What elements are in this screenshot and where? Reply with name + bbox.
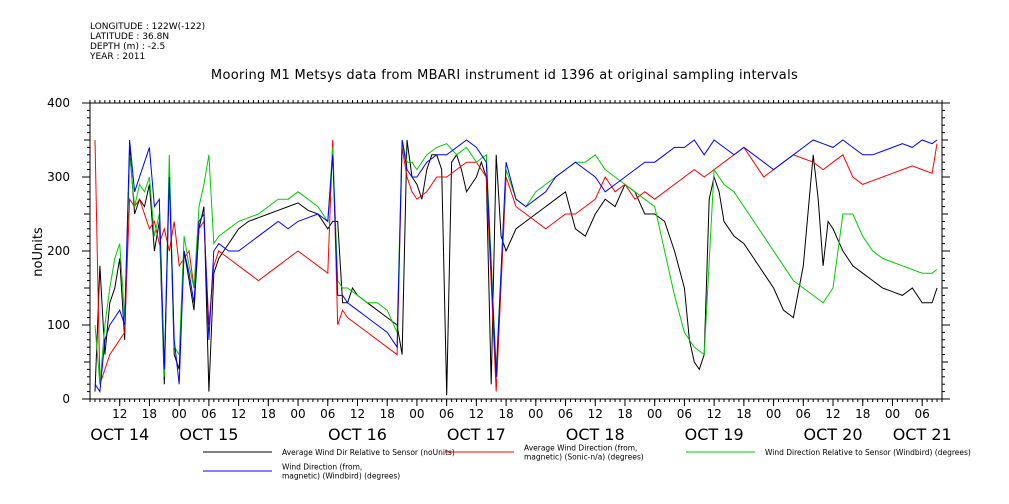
x-day-label: OCT 15 xyxy=(179,425,238,444)
x-day-label: OCT 16 xyxy=(328,425,387,444)
legend-label-3: magnetic) (Windbird) (degrees) xyxy=(282,472,400,481)
x-tick-label: 12 xyxy=(706,407,721,421)
y-tick-label: 200 xyxy=(47,244,70,258)
legend-label-2: Wind Direction Relative to Sensor (Windb… xyxy=(765,448,971,457)
y-tick-label: 400 xyxy=(47,96,70,110)
legend-label-3: Wind Direction (from, xyxy=(282,463,362,472)
longitude-text: LONGITUDE : 122W(-122) xyxy=(90,22,206,32)
x-tick-label: 12 xyxy=(825,407,840,421)
x-tick-label: 00 xyxy=(885,407,900,421)
x-tick-label: 12 xyxy=(231,407,246,421)
legend-label-1: Average Wind Direction (from, xyxy=(524,444,637,453)
y-tick-label: 300 xyxy=(47,170,70,184)
y-axis-label: noUnits xyxy=(31,227,46,277)
x-tick-label: 12 xyxy=(588,407,603,421)
series-line-2 xyxy=(94,139,938,385)
x-tick-label: 00 xyxy=(290,407,305,421)
legend-label-0: Average Wind Dir Relative to Sensor (noU… xyxy=(282,448,455,457)
x-day-label: OCT 21 xyxy=(893,425,952,444)
x-tick-label: 00 xyxy=(528,407,543,421)
x-tick-label: 12 xyxy=(350,407,365,421)
x-day-label: OCT 18 xyxy=(566,425,625,444)
x-tick-label: 12 xyxy=(469,407,484,421)
chart-title: Mooring M1 Metsys data from MBARI instru… xyxy=(210,68,799,83)
x-tick-label: 18 xyxy=(498,407,513,421)
x-tick-label: 06 xyxy=(558,407,573,421)
depth-text: DEPTH (m) : -2.5 xyxy=(90,42,166,52)
latitude-text: LATITUDE : 36.8N xyxy=(90,32,170,42)
x-tick-label: 00 xyxy=(409,407,424,421)
metadata-block: LONGITUDE : 122W(-122) LATITUDE : 36.8N … xyxy=(90,22,205,62)
x-tick-label: 18 xyxy=(855,407,870,421)
x-tick-label: 06 xyxy=(320,407,335,421)
legend-label-1: magnetic) (Sonic-n/a) (degrees) xyxy=(524,453,644,462)
x-day-label: OCT 17 xyxy=(447,425,506,444)
x-tick-label: 00 xyxy=(647,407,662,421)
x-tick-label: 00 xyxy=(766,407,781,421)
x-tick-label: 06 xyxy=(439,407,454,421)
x-day-label: OCT 20 xyxy=(804,425,863,444)
y-tick-label: 0 xyxy=(62,392,70,406)
x-tick-label: 12 xyxy=(112,407,127,421)
x-tick-label: 06 xyxy=(915,407,930,421)
x-tick-label: 06 xyxy=(677,407,692,421)
x-tick-label: 18 xyxy=(380,407,395,421)
year-text: YEAR : 2011 xyxy=(90,52,146,62)
x-tick-label: 18 xyxy=(736,407,751,421)
plot-frame xyxy=(89,102,943,400)
series-line-0 xyxy=(94,139,938,396)
x-tick-label: 18 xyxy=(261,407,276,421)
y-tick-label: 100 xyxy=(47,318,70,332)
x-tick-label: 06 xyxy=(201,407,216,421)
series-line-3 xyxy=(94,139,938,394)
x-tick-label: 18 xyxy=(617,407,632,421)
x-day-label: OCT 19 xyxy=(685,425,744,444)
x-tick-label: 18 xyxy=(142,407,157,421)
x-day-label: OCT 14 xyxy=(90,425,149,444)
x-tick-label: 06 xyxy=(796,407,811,421)
x-tick-label: 00 xyxy=(172,407,187,421)
